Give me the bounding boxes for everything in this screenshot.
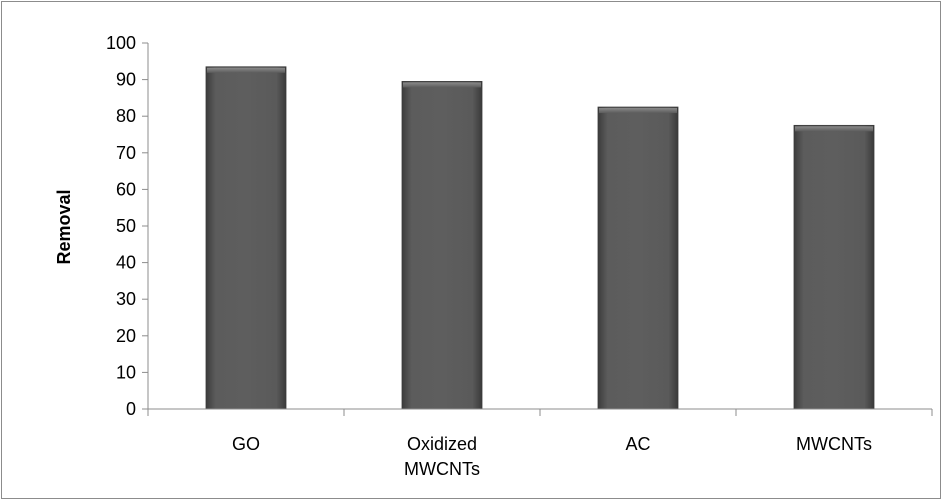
bar-body — [205, 66, 287, 410]
x-tick-label: Oxidized — [407, 434, 477, 454]
y-tick-label: 10 — [116, 362, 136, 382]
x-tick-label: MWCNTs — [404, 459, 480, 479]
y-tick-label: 80 — [116, 106, 136, 126]
x-tick-label: MWCNTs — [796, 434, 872, 454]
x-tick-label: AC — [625, 434, 650, 454]
bar-cap — [207, 67, 285, 73]
y-tick-label: 30 — [116, 289, 136, 309]
y-tick-label: 20 — [116, 326, 136, 346]
bar — [597, 106, 679, 410]
y-tick-label: 0 — [126, 399, 136, 419]
y-tick-label: 90 — [116, 70, 136, 90]
bar-body — [401, 81, 483, 410]
x-tick-label: GO — [232, 434, 260, 454]
bar — [205, 66, 287, 410]
bar-body — [597, 106, 679, 410]
y-tick-label: 60 — [116, 179, 136, 199]
y-tick-label: 70 — [116, 143, 136, 163]
bar-cap — [599, 108, 677, 114]
y-tick-label: 50 — [116, 216, 136, 236]
y-axis-title: Removal — [54, 189, 74, 264]
bar — [793, 124, 875, 410]
bar-cap — [795, 126, 873, 132]
y-tick-label: 100 — [106, 33, 136, 53]
y-tick-label: 40 — [116, 253, 136, 273]
bar — [401, 81, 483, 410]
bar-body — [793, 124, 875, 410]
bar-cap — [403, 82, 481, 88]
